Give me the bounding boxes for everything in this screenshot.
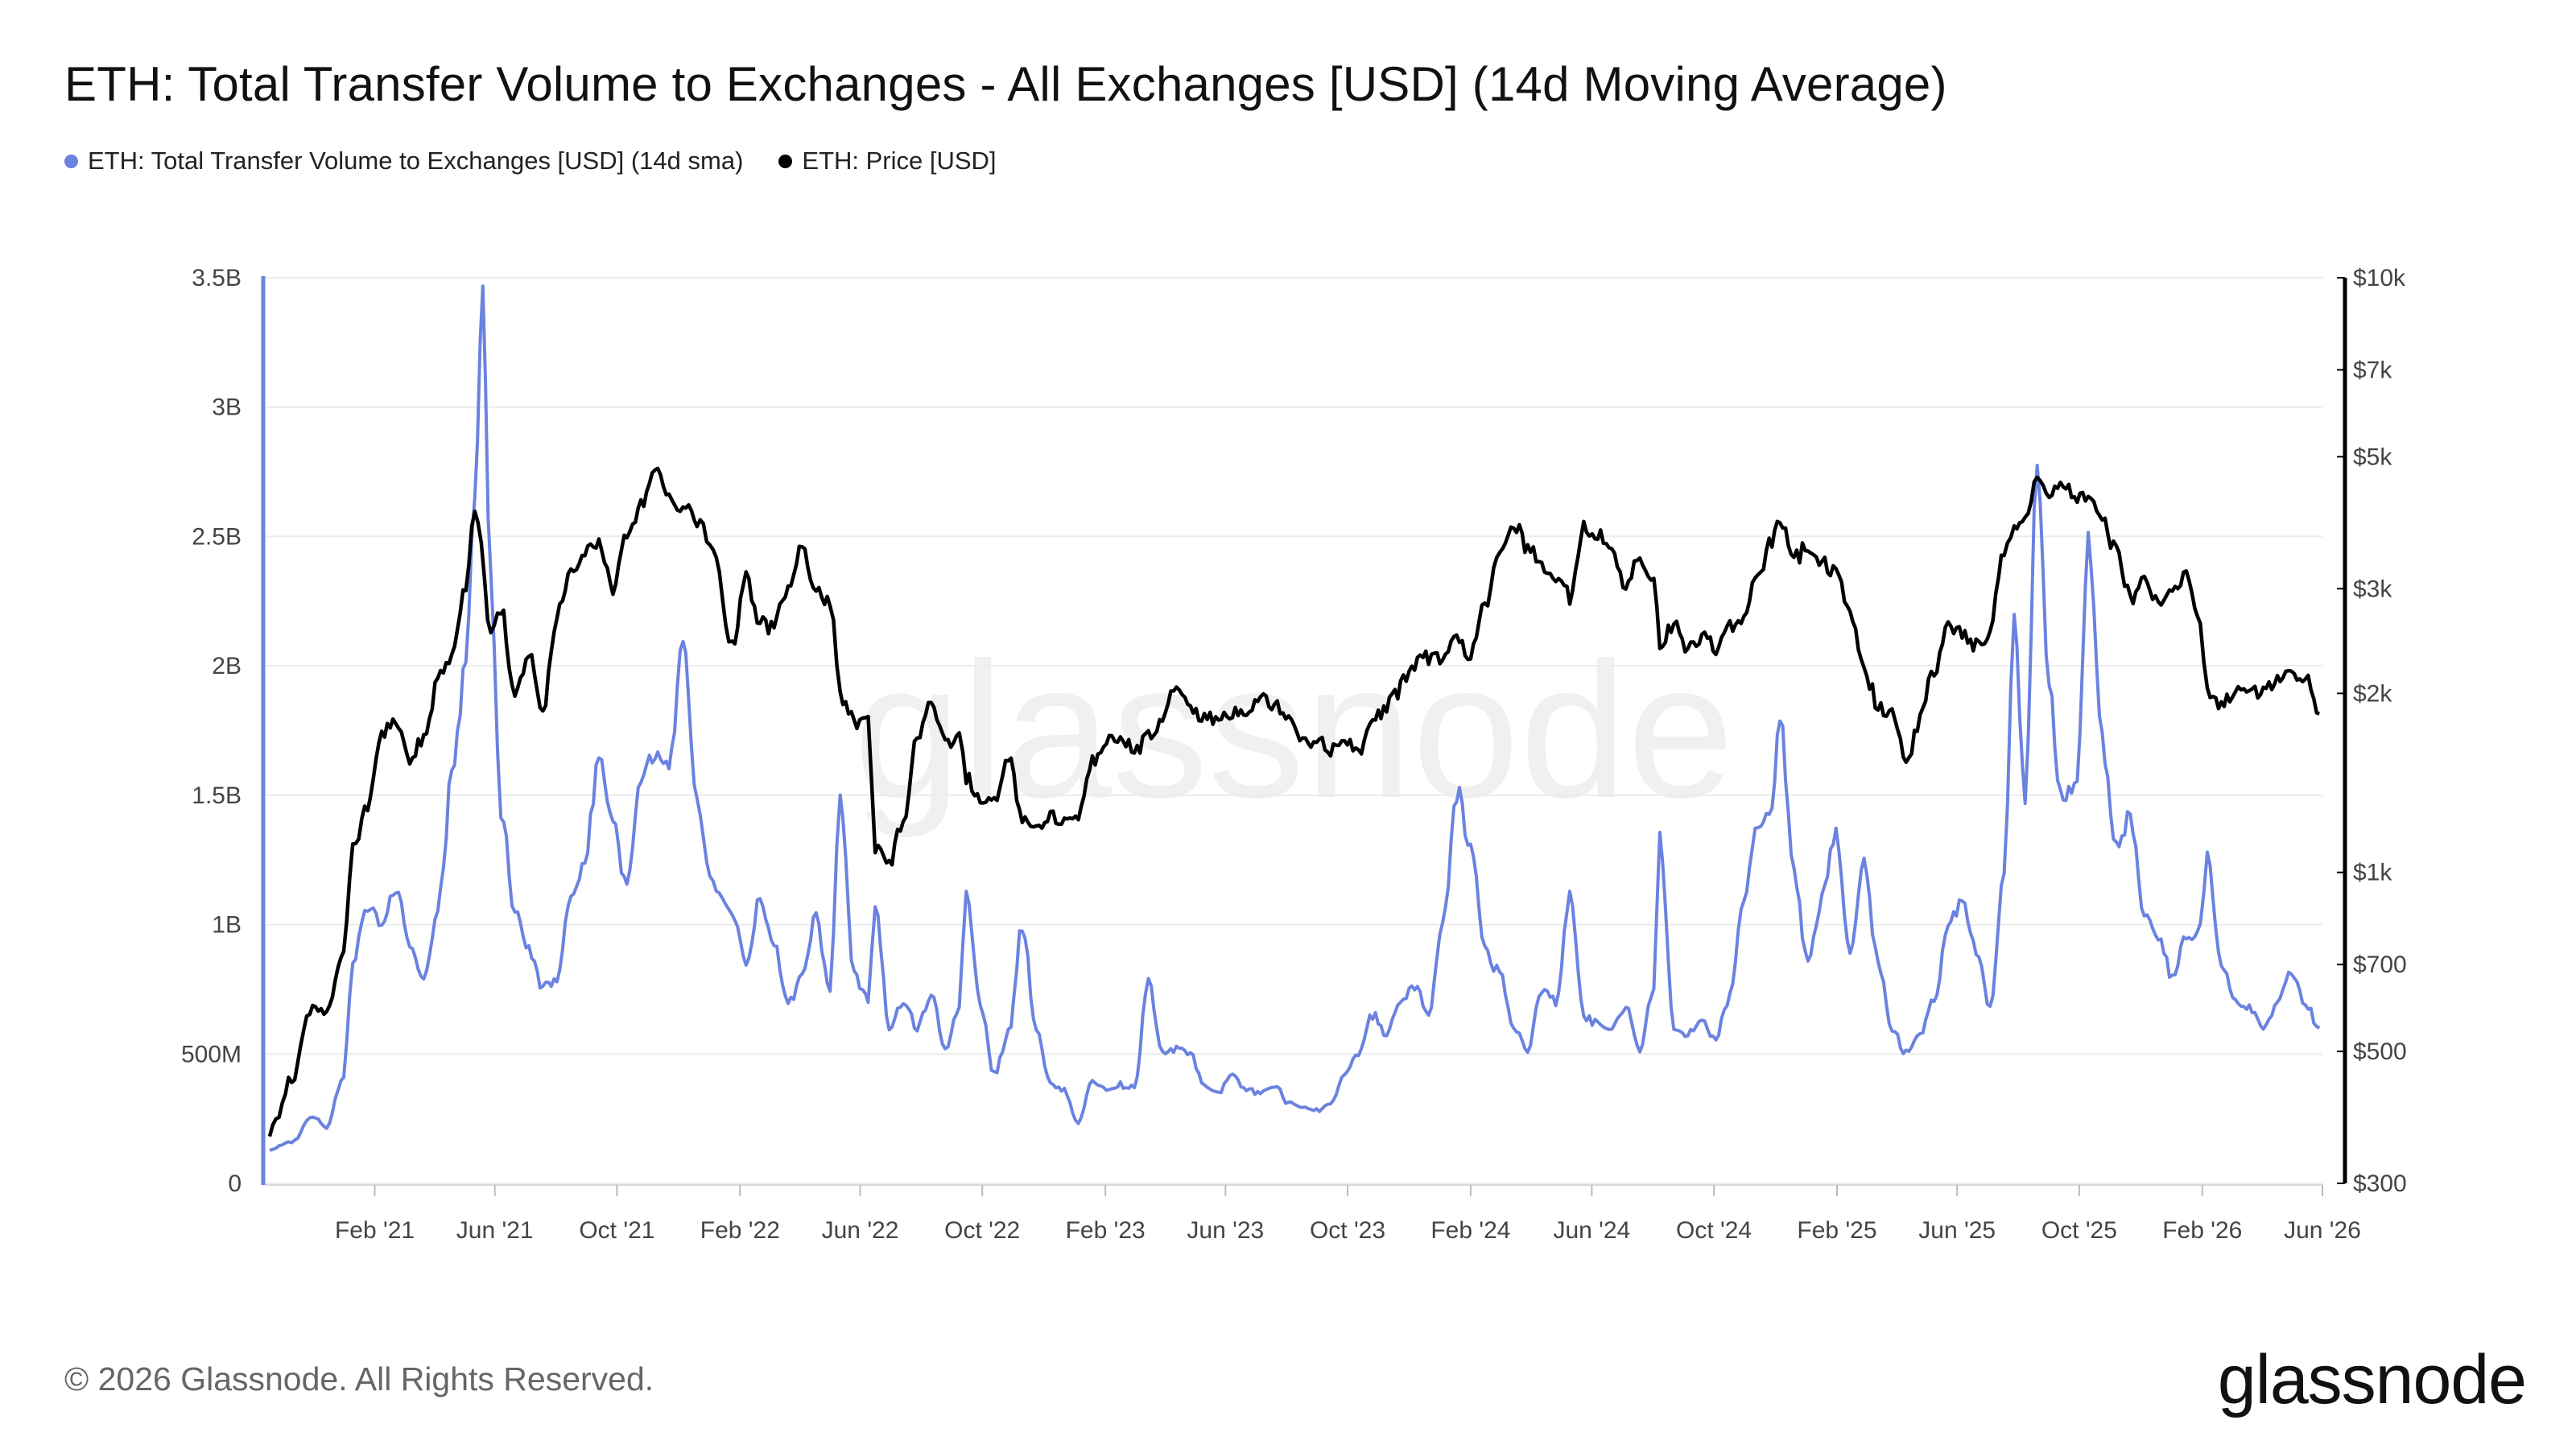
legend: ETH: Total Transfer Volume to Exchanges …: [64, 147, 997, 175]
x-tick-label: Oct '21: [579, 1217, 654, 1244]
left-tick-label: 2B: [212, 653, 242, 679]
watermark-text: glassnode: [853, 622, 1734, 838]
x-tick-label: Oct '24: [1676, 1217, 1752, 1244]
right-tick-label: $1k: [2353, 860, 2392, 886]
right-tick-label: $10k: [2353, 265, 2406, 291]
chart-title: ETH: Total Transfer Volume to Exchanges …: [64, 57, 1947, 111]
left-tick-label: 2.5B: [192, 523, 242, 550]
legend-dot-price-icon: [778, 154, 793, 168]
x-tick-label: Jun '23: [1187, 1217, 1264, 1244]
x-tick-label: Feb '25: [1797, 1217, 1876, 1244]
x-tick-label: Oct '25: [2041, 1217, 2117, 1244]
x-tick-label: Feb '22: [700, 1217, 780, 1244]
copyright-footer: © 2026 Glassnode. All Rights Reserved.: [64, 1360, 654, 1397]
left-tick-label: 3.5B: [192, 265, 242, 291]
legend-dot-volume-icon: [64, 154, 78, 168]
x-tick-label: Feb '23: [1066, 1217, 1146, 1244]
x-tick-label: Oct '22: [944, 1217, 1020, 1244]
x-tick-label: Jun '25: [1918, 1217, 1996, 1244]
left-tick-label: 500M: [181, 1041, 242, 1067]
right-tick-label: $300: [2353, 1170, 2407, 1197]
x-tick-label: Feb '21: [335, 1217, 415, 1244]
volume-series-line: [269, 284, 2321, 1152]
legend-item-volume[interactable]: ETH: Total Transfer Volume to Exchanges …: [64, 147, 743, 175]
left-tick-label: 1B: [212, 912, 242, 939]
x-tick-label: Jun '21: [456, 1217, 534, 1244]
left-tick-label: 1.5B: [192, 782, 242, 809]
legend-item-price[interactable]: ETH: Price [USD]: [778, 147, 997, 175]
x-tick-label: Jun '26: [2284, 1217, 2361, 1244]
x-tick-label: Jun '22: [822, 1217, 899, 1244]
right-tick-label: $3k: [2353, 576, 2392, 602]
left-tick-label: 3B: [212, 394, 242, 421]
x-tick-label: Jun '24: [1553, 1217, 1630, 1244]
right-tick-label: $7k: [2353, 357, 2392, 383]
right-tick-label: $700: [2353, 952, 2407, 978]
x-tick-label: Feb '26: [2162, 1217, 2242, 1244]
glassnode-logo[interactable]: glassnode: [2217, 1341, 2527, 1418]
right-tick-label: $5k: [2353, 444, 2392, 470]
legend-label-price: ETH: Price [USD]: [802, 147, 997, 175]
right-tick-label: $500: [2353, 1038, 2407, 1065]
legend-label-volume: ETH: Total Transfer Volume to Exchanges …: [88, 147, 744, 175]
left-tick-label: 0: [228, 1170, 242, 1197]
right-tick-label: $2k: [2353, 680, 2392, 707]
x-tick-label: Oct '23: [1310, 1217, 1385, 1244]
x-tick-label: Feb '24: [1430, 1217, 1510, 1244]
price-series-line: [267, 466, 2320, 1137]
